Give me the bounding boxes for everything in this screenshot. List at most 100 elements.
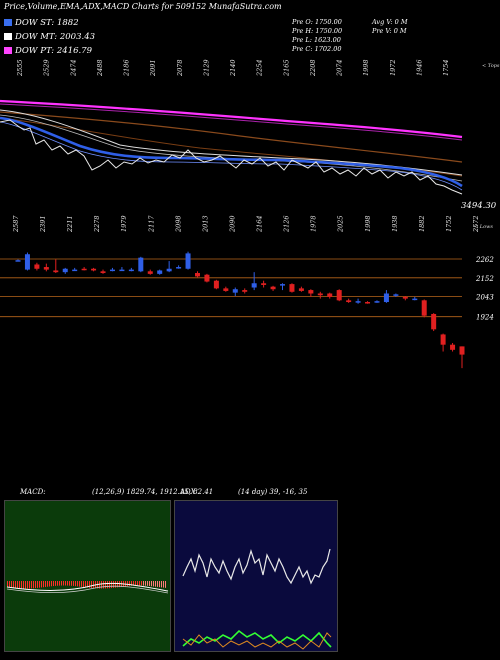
chart-title: Price,Volume,EMA,ADX,MACD Charts for 509… — [4, 2, 282, 11]
macd-bar — [139, 581, 140, 586]
top-value-label: 1998 — [362, 59, 370, 76]
macd-bar — [43, 581, 44, 588]
candle-body — [317, 293, 323, 296]
macd-bar — [109, 581, 110, 589]
top-value-label: 2078 — [176, 59, 184, 77]
low-value-label: 1978 — [310, 215, 318, 232]
candle-body — [440, 334, 446, 345]
candle-body — [91, 268, 97, 271]
candle-body — [232, 289, 238, 293]
candle-body — [298, 288, 304, 291]
candle-body — [147, 271, 153, 274]
top-value-label: 2186 — [123, 59, 131, 77]
adx-label: ADX — [180, 488, 196, 496]
macd-bar — [147, 581, 148, 586]
candle-body — [213, 280, 219, 289]
macd-plot — [6, 581, 169, 594]
adx-orange-line — [182, 632, 332, 650]
macd-bar — [81, 581, 82, 587]
candle-body — [251, 283, 257, 288]
macd-bar — [71, 581, 72, 586]
candle-body — [336, 290, 342, 301]
macd-bar — [29, 581, 30, 589]
macd-bar — [35, 581, 36, 589]
top-value-label: 1754 — [442, 59, 450, 76]
macd-bar — [45, 581, 46, 587]
macd-bar — [23, 581, 24, 589]
top-value-label: 2074 — [336, 59, 344, 77]
macd-bar — [49, 581, 50, 587]
macd-bar — [27, 581, 28, 589]
macd-bar — [127, 581, 128, 587]
low-value-label: 2090 — [228, 215, 236, 233]
macd-bar — [133, 581, 134, 586]
top-value-label: 2208 — [309, 59, 317, 77]
macd-bar — [65, 581, 66, 586]
macd-bar — [41, 581, 42, 588]
ema-panel: 2555 2529 2474 2488 2186 2091 2078 2129 2140 2254… — [0, 59, 500, 233]
macd-bar — [115, 581, 116, 588]
candle-body — [431, 313, 437, 330]
candle-body — [100, 271, 106, 274]
macd-bar — [47, 581, 48, 587]
top-value-label: 2254 — [256, 59, 264, 77]
macd-bar — [151, 581, 152, 587]
low-value-label: 1752 — [445, 215, 453, 232]
top-value-labels: 2555 2529 2474 2488 2186 2091 2078 2129 2140 2254… — [16, 59, 450, 77]
macd-bar — [105, 581, 106, 589]
macd-bar — [89, 581, 90, 588]
macd-bar — [69, 581, 70, 586]
ema-brown-long — [0, 111, 463, 163]
candle-body — [421, 300, 427, 316]
macd-bar — [111, 581, 112, 589]
macd-bar — [61, 581, 62, 586]
macd-bar — [149, 581, 150, 586]
macd-bar — [135, 581, 136, 586]
candle-body — [270, 286, 276, 290]
macd-bar — [91, 581, 92, 588]
legend-dow-st: DOW ST: 1882 — [4, 18, 79, 28]
macd-bar — [53, 581, 54, 587]
macd-bar — [19, 581, 20, 589]
macd-bar — [73, 581, 74, 586]
macd-bar — [63, 581, 64, 586]
candle-body — [138, 257, 144, 272]
candle-panel: 2262 2152 2043 1924 — [0, 251, 494, 369]
macd-bar — [25, 581, 26, 589]
candle-body — [289, 284, 295, 292]
ema-blue-st — [0, 116, 463, 188]
candle-body — [166, 268, 172, 272]
low-value-label: 2391 — [39, 215, 47, 233]
candle-body — [81, 268, 87, 271]
legend-dow-pt: DOW PT: 2416.79 — [4, 46, 92, 56]
top-value-label: 1972 — [389, 59, 397, 76]
top-value-label: 2529 — [43, 59, 51, 77]
ema-white-mt-2 — [0, 114, 463, 182]
low-value-label: 2098 — [174, 215, 182, 233]
macd-bar — [157, 581, 158, 587]
macd-bar — [159, 581, 160, 588]
candle-body — [109, 269, 115, 272]
candle-body — [157, 270, 163, 274]
macd-bar — [59, 581, 60, 586]
top-value-label: 1946 — [415, 59, 423, 76]
macd-bar — [143, 581, 144, 586]
macd-bar — [87, 581, 88, 588]
last-value-label: 3494.30 — [461, 201, 497, 211]
ema-white-mt — [0, 109, 463, 176]
candle-body — [43, 267, 49, 270]
macd-bar — [165, 581, 166, 588]
candle-body — [459, 346, 465, 355]
price-level-label: 2152 — [475, 275, 494, 283]
low-value-label: 2587 — [12, 215, 20, 233]
candle-body — [24, 254, 30, 270]
low-value-labels: 2587 2391 2211 2278 1979 2117 2098 2013 2090 2164… — [12, 215, 480, 233]
candle-body — [383, 293, 389, 303]
macd-bar — [163, 581, 164, 588]
low-value-label: 2025 — [337, 215, 345, 233]
low-value-label: 2278 — [93, 215, 101, 233]
low-value-label: 1882 — [418, 215, 426, 232]
macd-bar — [129, 581, 130, 586]
macd-bar — [93, 581, 94, 589]
macd-bar — [101, 581, 102, 589]
